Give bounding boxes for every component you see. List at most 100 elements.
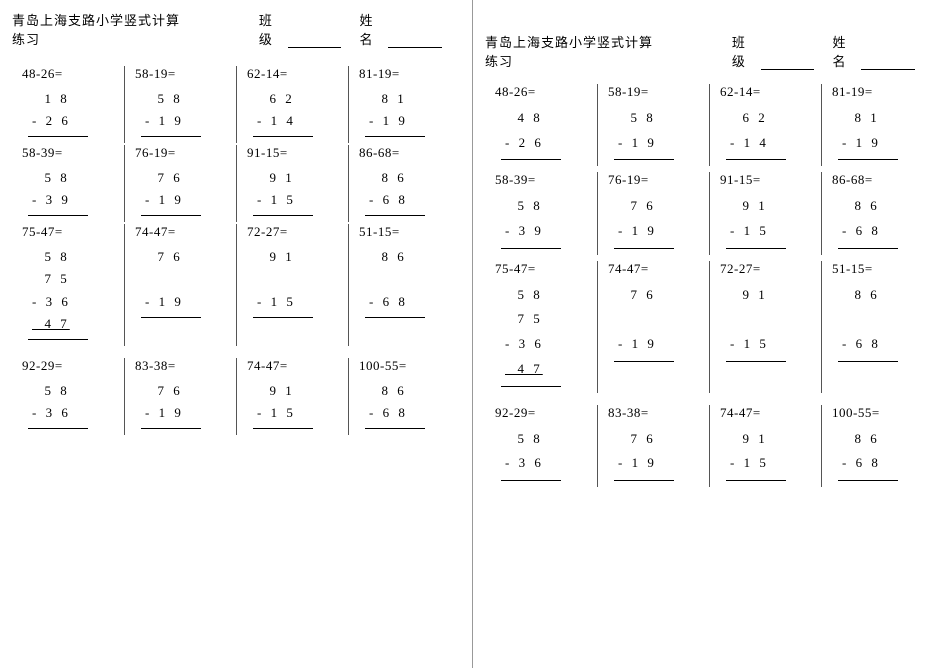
work-line: - 3 9 (505, 219, 593, 244)
result-rule (253, 136, 313, 137)
work-line: - 1 4 (730, 131, 817, 156)
vertical-work: 9 1- 1 5 (247, 167, 344, 211)
result-rule (501, 480, 561, 481)
equation: 74-47= (608, 261, 705, 277)
work-line: - 1 9 (618, 451, 705, 476)
result-rule (28, 136, 88, 137)
result-rule (501, 386, 561, 387)
problem-row: 48-26= 1 8- 2 6 58-19= 5 8- 1 962-14= 6 2… (12, 66, 460, 143)
equation: 51-15= (359, 224, 456, 240)
work-line: - 1 5 (730, 219, 817, 244)
name-blank[interactable] (861, 56, 915, 70)
work-line: - 1 9 (145, 291, 232, 313)
problem-cell: 86-68= 8 6- 6 8 (348, 145, 460, 222)
result-rule (365, 136, 425, 137)
problem-row: 58-39= 5 8- 3 976-19= 7 6- 1 991-15= 9 1… (12, 145, 460, 222)
work-line: - 6 8 (842, 332, 929, 357)
result-rule (838, 480, 898, 481)
worksheet-title: 青岛上海支路小学竖式计算练习 (485, 32, 660, 70)
vertical-work: 8 1- 1 9 (359, 88, 456, 132)
work-line: 9 1 (257, 167, 344, 189)
equation: 72-27= (720, 261, 817, 277)
work-line: - 1 9 (145, 189, 232, 211)
equation: 83-38= (608, 405, 705, 421)
work-line (257, 268, 344, 290)
problem-cell: 91-15= 9 1- 1 5 (709, 172, 821, 254)
work-line: - 3 9 (32, 189, 120, 211)
problem-cell: 76-19= 7 6- 1 9 (597, 172, 709, 254)
problem-cell: 58-39= 5 8- 3 9 (485, 172, 597, 254)
name-blank[interactable] (388, 34, 442, 48)
problem-cell: 58-19= 5 8- 1 9 (597, 84, 709, 166)
result-rule (838, 159, 898, 160)
problem-cell: 51-15= 8 6 - 6 8 (821, 261, 933, 393)
class-blank[interactable] (288, 34, 342, 48)
problem-cell: 83-38= 7 6- 1 9 (124, 358, 236, 435)
problem-cell: 48-26= 4 8- 2 6 (485, 84, 597, 166)
equation: 81-19= (359, 66, 456, 82)
equation: 75-47= (22, 224, 120, 240)
problem-cell: 76-19= 7 6- 1 9 (124, 145, 236, 222)
worksheet-page-right: 青岛上海支路小学竖式计算练习 班级 姓名 48-26= 4 8- 2 658-1… (473, 0, 945, 668)
work-line: 7 6 (145, 246, 232, 268)
work-line: - 6 8 (369, 402, 456, 424)
vertical-work: 9 1- 1 5 (720, 427, 817, 476)
work-line: 8 6 (369, 246, 456, 268)
class-label: 班级 (259, 10, 284, 48)
equation: 48-26= (495, 84, 593, 100)
vertical-work: 5 8- 1 9 (608, 106, 705, 155)
problem-cell: 72-27= 9 1 - 1 5 (236, 224, 348, 345)
work-line: 5 8 (505, 194, 593, 219)
result-rule (726, 480, 786, 481)
work-line: 8 6 (369, 380, 456, 402)
work-line: 4 7 (505, 357, 593, 382)
work-line: - 3 6 (32, 291, 120, 313)
vertical-work: 8 6- 6 8 (832, 427, 929, 476)
equation: 58-39= (22, 145, 120, 161)
result-rule (614, 480, 674, 481)
work-line: 9 1 (730, 194, 817, 219)
equation: 100-55= (359, 358, 456, 374)
problem-row: 48-26= 4 8- 2 658-19= 5 8- 1 962-14= 6 2… (485, 84, 933, 166)
result-rule (838, 361, 898, 362)
work-line: - 1 9 (369, 110, 456, 132)
vertical-work: 7 6- 1 9 (135, 167, 232, 211)
result-rule (28, 428, 88, 429)
work-line (730, 307, 817, 332)
problem-cell: 74-47= 7 6 - 1 9 (124, 224, 236, 345)
work-line: 8 6 (842, 194, 929, 219)
work-line: - 1 4 (257, 110, 344, 132)
equation: 74-47= (247, 358, 344, 374)
equation: 86-68= (359, 145, 456, 161)
work-line: 4 8 (505, 106, 593, 131)
result-rule (141, 317, 201, 318)
worksheet-header: 青岛上海支路小学竖式计算练习 班级 姓名 (485, 32, 933, 70)
equation: 91-15= (720, 172, 817, 188)
result-rule (141, 215, 201, 216)
problem-row: 92-29= 5 8- 3 683-38= 7 6- 1 974-47= 9 1… (485, 405, 933, 487)
work-line: 4 7 (32, 313, 120, 335)
problem-cell: 48-26= 1 8- 2 6 (12, 66, 124, 143)
vertical-work: 8 6- 6 8 (359, 167, 456, 211)
problem-cell: 62-14= 6 2- 1 4 (236, 66, 348, 143)
vertical-work: 5 8- 3 9 (495, 194, 593, 243)
equation: 58-39= (495, 172, 593, 188)
class-blank[interactable] (761, 56, 815, 70)
work-line: 8 6 (842, 427, 929, 452)
work-line: 5 8 (32, 167, 120, 189)
result-rule (28, 215, 88, 216)
equation: 62-14= (247, 66, 344, 82)
problem-cell: 83-38= 7 6- 1 9 (597, 405, 709, 487)
result-rule (365, 215, 425, 216)
equation: 58-19= (135, 66, 232, 82)
work-line: - 2 6 (32, 110, 120, 132)
equation: 48-26= (22, 66, 120, 82)
class-label: 班级 (732, 32, 757, 70)
vertical-work: 5 8- 1 9 (135, 88, 232, 132)
equation: 75-47= (495, 261, 593, 277)
name-label: 姓名 (359, 10, 384, 48)
work-line: 7 6 (618, 194, 705, 219)
equation: 51-15= (832, 261, 929, 277)
work-line (618, 307, 705, 332)
work-line: - 1 9 (618, 219, 705, 244)
